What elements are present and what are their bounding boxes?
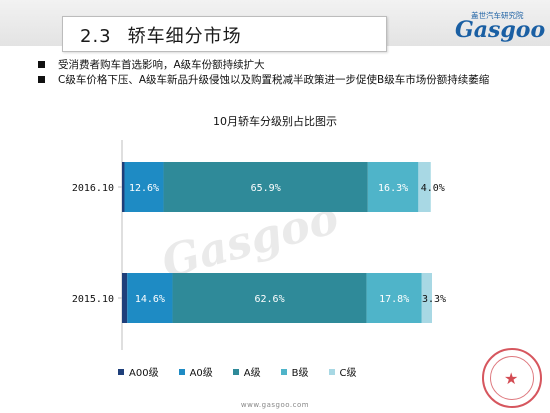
data-label: 16.3%: [378, 183, 408, 194]
chart-title: 10月轿车分级别占比图示: [213, 115, 337, 128]
chart-legend: A00级 A0级 A级 B级 C级: [118, 364, 376, 379]
bar-segment-A级: [163, 162, 368, 212]
bullet-list: 受消费者购车首选影响，A级车份额持续扩大 C级车价格下压、A级车新品升级侵蚀以及…: [38, 58, 538, 88]
section-number: 2.3: [80, 26, 112, 47]
legend-label: A00级: [129, 368, 159, 379]
bullet-item: C级车价格下压、A级车新品升级侵蚀以及购置税减半政策进一步促使B级车市场份额持续…: [38, 73, 538, 88]
bar-segment-A0级: [127, 273, 173, 323]
legend-item: A级: [232, 364, 261, 379]
bar-segment-A级: [172, 273, 367, 323]
data-label: 65.9%: [251, 183, 281, 194]
data-label: 14.6%: [135, 294, 165, 305]
legend-swatch: [178, 368, 185, 375]
legend-swatch: [232, 368, 239, 375]
logo-wordmark: Gasgoo: [455, 17, 546, 43]
data-label: 62.6%: [255, 294, 285, 305]
bar-segment-C级: [421, 273, 432, 323]
logo-subtitle: 盖世汽车研究院: [471, 11, 524, 20]
legend-item: C级: [328, 364, 357, 379]
data-label: 17.8%: [379, 294, 409, 305]
legend-item: A0级: [178, 364, 213, 379]
legend-label: B级: [291, 368, 309, 379]
bullet-item: 受消费者购车首选影响，A级车份额持续扩大: [38, 58, 538, 73]
bar-segment-A00级: [122, 273, 128, 323]
footer-url: www.gasgoo.com: [240, 401, 310, 409]
legend-swatch: [118, 368, 124, 375]
title-box: [62, 16, 387, 52]
legend-item: B级: [280, 364, 309, 379]
seal-inner-ring: [490, 356, 534, 400]
data-label: 4.0%: [421, 183, 445, 194]
page-title: 2.3 轿车细分市场: [80, 22, 242, 48]
y-tick-label: 2016.10: [72, 183, 114, 194]
bar-segment-A0级: [124, 162, 164, 212]
bar-segment-B级: [366, 273, 422, 323]
legend-label: A0级: [189, 368, 213, 379]
legend-swatch: [328, 368, 335, 375]
legend-swatch: [280, 368, 287, 375]
legend-label: A级: [243, 368, 261, 379]
bar-segment-C级: [418, 162, 431, 212]
bullet-square-icon: [38, 61, 45, 68]
bullet-text: 受消费者购车首选影响，A级车份额持续扩大: [58, 59, 265, 71]
research-seal-icon: ★: [482, 348, 542, 408]
data-label: 12.6%: [129, 183, 159, 194]
legend-label: C级: [339, 368, 357, 379]
bullet-text: C级车价格下压、A级车新品升级侵蚀以及购置税减半政策进一步促使B级车市场份额持续…: [58, 74, 490, 86]
bar-segment-B级: [367, 162, 419, 212]
data-label: 3.3%: [422, 294, 446, 305]
gasgoo-logo: 盖世汽车研究院 Gasgoo: [455, 10, 545, 44]
legend-item: A00级: [118, 364, 159, 379]
bar-segment-A00级: [122, 162, 125, 212]
bullet-square-icon: [38, 76, 45, 83]
seal-star-icon: ★: [504, 369, 519, 388]
y-tick-label: 2015.10: [72, 294, 114, 305]
section-title: 轿车细分市场: [127, 26, 242, 47]
